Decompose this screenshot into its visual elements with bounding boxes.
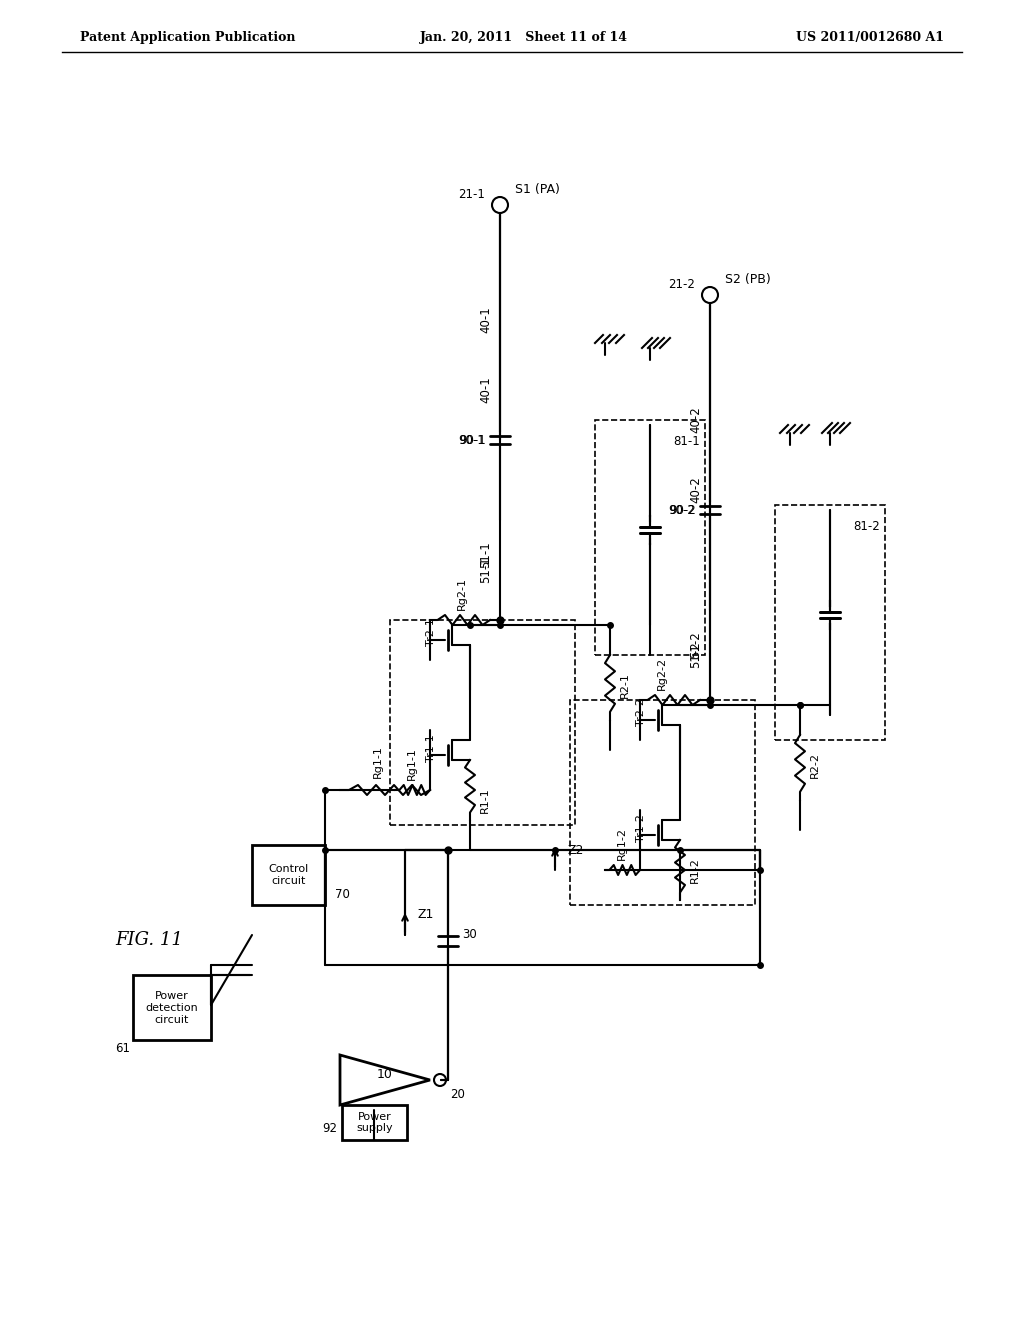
Text: Tr2-1: Tr2-1 [426,618,436,645]
Text: Rg2-1: Rg2-1 [457,577,467,610]
Text: 92: 92 [322,1122,337,1135]
Text: Control
circuit: Control circuit [268,865,308,886]
Text: S2 (PB): S2 (PB) [725,273,771,286]
Bar [133,975,211,1040]
Text: Patent Application Publication: Patent Application Publication [80,30,296,44]
Text: 81-1: 81-1 [673,436,700,447]
Circle shape [702,286,718,304]
Circle shape [434,1074,446,1086]
Text: 40-1: 40-1 [479,376,492,404]
Text: US 2011/0012680 A1: US 2011/0012680 A1 [796,30,944,44]
Text: Z1: Z1 [418,908,434,921]
Text: Jan. 20, 2011   Sheet 11 of 14: Jan. 20, 2011 Sheet 11 of 14 [420,30,628,44]
Text: Power
supply: Power supply [356,1111,393,1134]
Text: 90-2: 90-2 [670,503,696,516]
Bar [595,420,705,655]
Text: 30: 30 [462,928,477,941]
Text: R2-1: R2-1 [620,672,630,698]
Text: 61: 61 [115,1041,130,1055]
Text: 51-2: 51-2 [689,632,702,659]
Bar [390,620,575,825]
Text: 21-1: 21-1 [458,189,485,202]
Text: 21-2: 21-2 [668,279,695,292]
Text: R1-2: R1-2 [690,857,700,883]
Text: R2-2: R2-2 [810,752,820,777]
Text: FIG. 11: FIG. 11 [115,931,183,949]
Bar [252,845,325,906]
Text: 51-1: 51-1 [479,557,492,583]
Text: Tr2-2: Tr2-2 [636,698,646,726]
Text: Power
detection
circuit: Power detection circuit [145,991,199,1024]
Text: 40-1: 40-1 [479,306,492,334]
Text: S1 (PA): S1 (PA) [515,183,560,197]
Bar [342,1105,407,1140]
Text: Rg2-2: Rg2-2 [657,657,667,690]
Bar [570,700,755,906]
Bar [775,506,885,741]
Text: Rg1-2: Rg1-2 [617,828,627,861]
Text: R1-1: R1-1 [480,787,490,813]
Text: 20: 20 [450,1089,465,1101]
Text: Rg1-1: Rg1-1 [407,747,417,780]
Text: Tr1-1: Tr1-1 [426,734,436,762]
Text: Tr1-2: Tr1-2 [636,814,646,842]
Text: 40-2: 40-2 [689,407,702,433]
Text: Z2: Z2 [568,843,585,857]
Text: 90-1: 90-1 [459,433,486,446]
Text: 51-2: 51-2 [689,642,702,668]
Text: 70: 70 [335,888,350,902]
Text: 51-1: 51-1 [479,541,492,569]
Text: 10: 10 [377,1068,393,1081]
Text: 90-2: 90-2 [669,503,695,516]
Text: 90-1: 90-1 [459,433,485,446]
Text: 40-2: 40-2 [689,477,702,503]
Text: Rg1-1: Rg1-1 [373,744,383,777]
Text: 81-2: 81-2 [853,520,880,533]
Circle shape [492,197,508,213]
